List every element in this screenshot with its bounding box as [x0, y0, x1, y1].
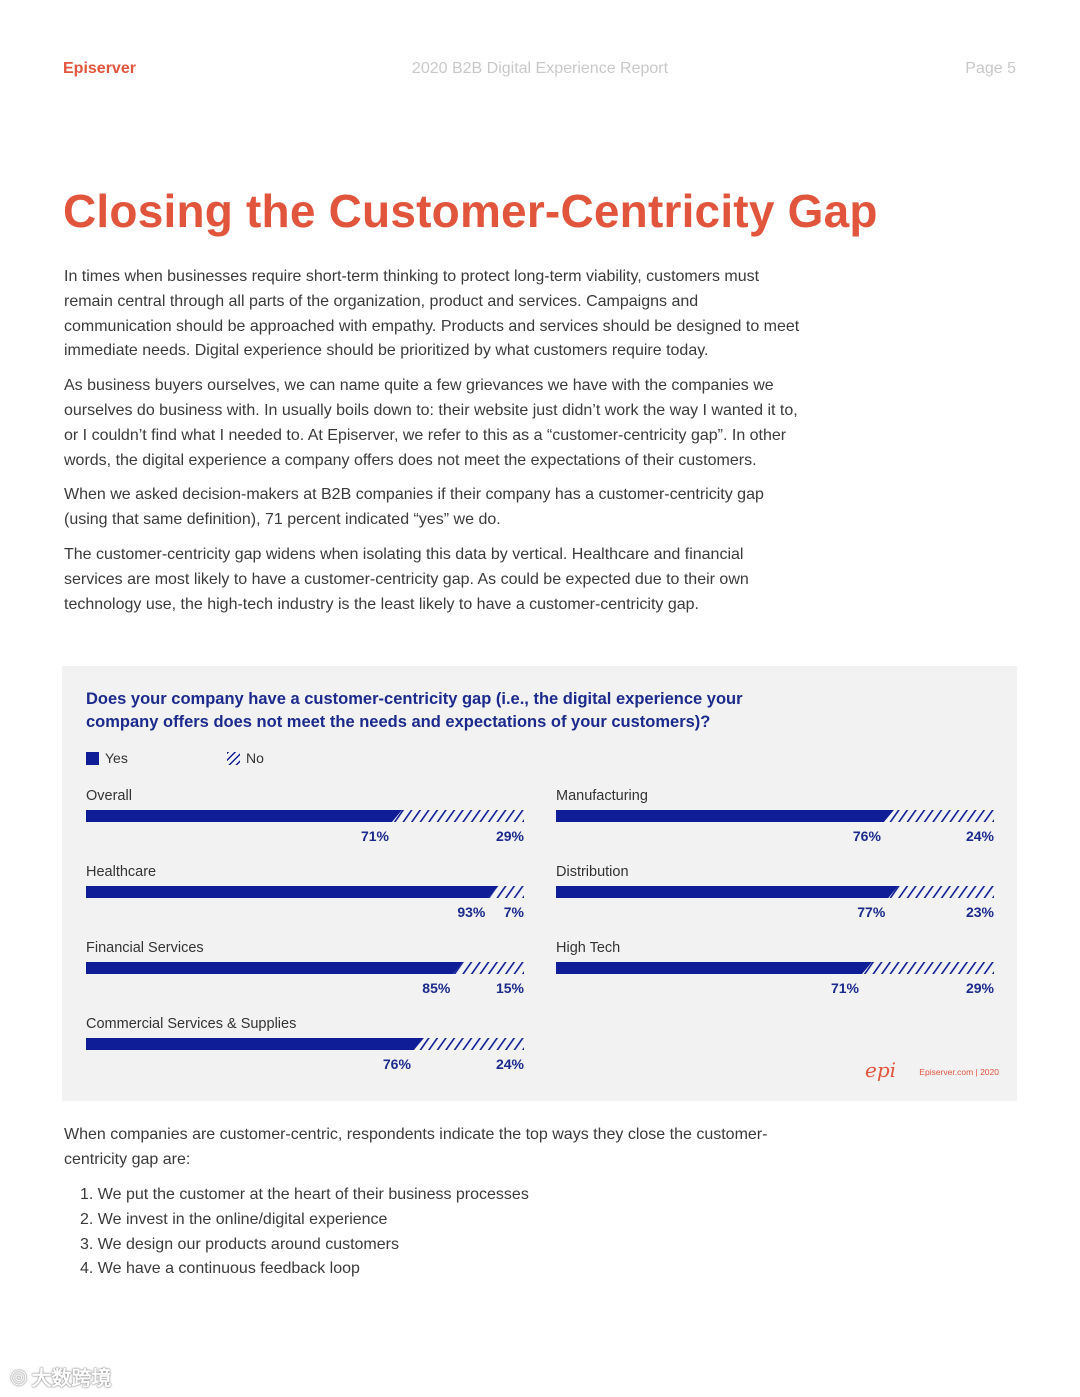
no-percent-label: 15%: [495, 980, 524, 996]
chart-row: Financial Services 85% 15%: [86, 940, 524, 1010]
category-label: Healthcare: [86, 864, 157, 880]
bar-track: [86, 1038, 524, 1050]
chart-footer: epi Episerver.com | 2020: [865, 1061, 999, 1083]
category-label: High Tech: [556, 940, 621, 956]
category-label: Financial Services: [86, 940, 204, 956]
yes-percent-label: 77%: [857, 904, 886, 920]
no-percent-label: 24%: [495, 1056, 524, 1072]
legend-yes-swatch: [86, 751, 99, 765]
list-item: 3. We design our products around custome…: [80, 1235, 399, 1253]
chart-row: Healthcare 93% 7%: [86, 864, 524, 934]
no-percent-label: 23%: [965, 904, 994, 920]
legend-yes: Yes: [86, 750, 128, 766]
bar-yes: [86, 886, 499, 898]
footer-site: Episerver.com | 2020: [919, 1067, 999, 1077]
list-item: 4. We have a continuous feedback loop: [80, 1260, 360, 1278]
bar-no: [413, 1038, 524, 1050]
paragraph-3: When we asked decision-makers at B2B com…: [64, 486, 764, 529]
epi-logo-icon: epi: [865, 1061, 896, 1082]
bar-track: [86, 962, 524, 974]
no-percent-label: 29%: [495, 828, 524, 844]
no-percent-label: 24%: [965, 828, 994, 844]
bar-track: [556, 886, 994, 898]
legend-no: No: [227, 750, 264, 766]
bar-no: [391, 810, 524, 822]
bar-yes: [86, 810, 402, 822]
yes-percent-label: 76%: [382, 1056, 411, 1072]
category-label: Overall: [86, 788, 132, 804]
chart-row: Overall 71% 29%: [86, 788, 524, 858]
yes-percent-label: 71%: [360, 828, 389, 844]
list-item: 2. We invest in the online/digital exper…: [80, 1210, 388, 1228]
legend-no-label: No: [246, 750, 264, 766]
intro-text: In times when businesses require short-t…: [64, 265, 804, 627]
category-label: Distribution: [556, 864, 629, 880]
bar-yes: [556, 886, 899, 898]
watermark-text: 大数跨境: [31, 1368, 112, 1390]
yes-percent-label: 71%: [830, 980, 859, 996]
bar-yes: [86, 962, 464, 974]
paragraph-4: The customer-centricity gap widens when …: [64, 545, 749, 613]
bar-no: [453, 962, 524, 974]
watermark-icon: ◎: [10, 1366, 28, 1388]
ways-list: 1. We put the customer at the heart of t…: [80, 1183, 529, 1282]
category-label: Commercial Services & Supplies: [86, 1016, 297, 1032]
bar-track: [86, 886, 524, 898]
chart-title: Does your company have a customer-centri…: [86, 690, 743, 731]
watermark: ◎ 大数跨境: [10, 1362, 111, 1391]
bar-no: [861, 962, 994, 974]
legend-no-swatch: [227, 751, 240, 765]
no-percent-label: 7%: [503, 904, 524, 920]
epi-logo-text: epi: [865, 1061, 896, 1082]
chart-row: High Tech 71% 29%: [556, 940, 994, 1010]
yes-percent-label: 85%: [422, 980, 451, 996]
bar-yes: [556, 962, 872, 974]
bar-yes: [86, 1038, 424, 1050]
legend-yes-label: Yes: [105, 750, 128, 766]
bar-no: [888, 886, 994, 898]
bar-no: [488, 886, 524, 898]
bar-track: [556, 810, 994, 822]
report-title: 2020 B2B Digital Experience Report: [411, 60, 669, 77]
chart-row: Distribution 77% 23%: [556, 864, 994, 934]
paragraph-2: As business buyers ourselves, we can nam…: [64, 377, 798, 469]
no-percent-label: 29%: [965, 980, 994, 996]
paragraph-1: In times when businesses require short-t…: [64, 268, 800, 360]
chart-row: Commercial Services & Supplies 76% 24%: [86, 1016, 524, 1086]
yes-percent-label: 93%: [457, 904, 486, 920]
yes-percent-label: 76%: [852, 828, 881, 844]
category-label: Manufacturing: [556, 788, 648, 804]
chart-panel: Does your company have a customer-centri…: [62, 666, 1017, 1101]
bar-yes: [556, 810, 894, 822]
brand-logo: Episerver: [63, 60, 136, 77]
conclusion-text: When companies are customer-centric, res…: [64, 1126, 768, 1168]
list-item: 1. We put the customer at the heart of t…: [80, 1186, 529, 1203]
bar-no: [883, 810, 994, 822]
bar-track: [556, 962, 994, 974]
chart-row: Manufacturing 76% 24%: [556, 788, 994, 858]
page-title: Closing the Customer-Centricity Gap: [63, 185, 878, 237]
page-number: Page 5: [965, 60, 1016, 77]
bar-track: [86, 810, 524, 822]
